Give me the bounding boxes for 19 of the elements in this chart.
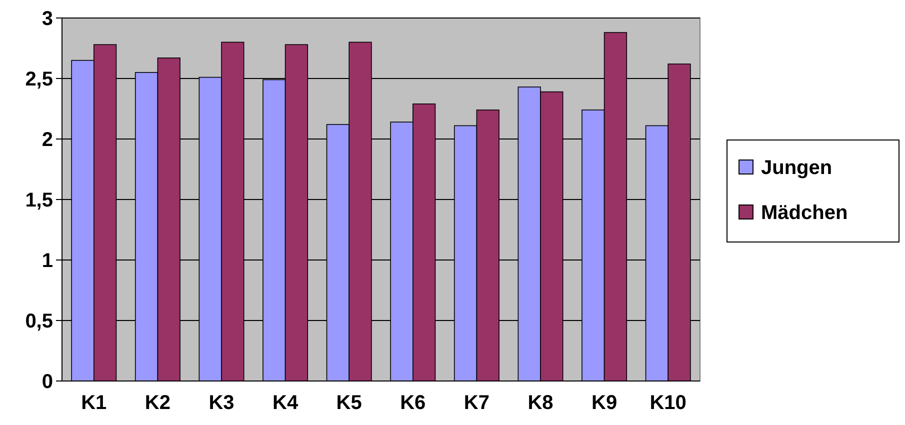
x-tick-label: K3: [208, 392, 234, 414]
x-tick-label: K10: [650, 392, 686, 414]
x-tick-label: K7: [464, 392, 490, 414]
x-tick-label: K1: [81, 392, 107, 414]
x-tick-label: K4: [272, 392, 299, 414]
y-tick-label: 0: [42, 371, 53, 393]
x-tick-label: K8: [528, 392, 554, 414]
x-tick-label: K6: [400, 392, 426, 414]
y-tick-label: 1,5: [25, 190, 53, 212]
y-tick-label: 3: [42, 8, 53, 30]
x-tick-label: K2: [144, 392, 170, 414]
legend-label: Jungen: [761, 157, 832, 179]
x-tick-label: K9: [592, 392, 618, 414]
y-tick-label: 2: [42, 129, 53, 151]
legend-label: Mädchen: [761, 202, 848, 224]
x-tick-label: K5: [336, 392, 362, 414]
y-tick-label: 1: [42, 250, 53, 272]
y-tick-label: 0,5: [25, 310, 53, 332]
y-tick-label: 2,5: [25, 68, 53, 90]
